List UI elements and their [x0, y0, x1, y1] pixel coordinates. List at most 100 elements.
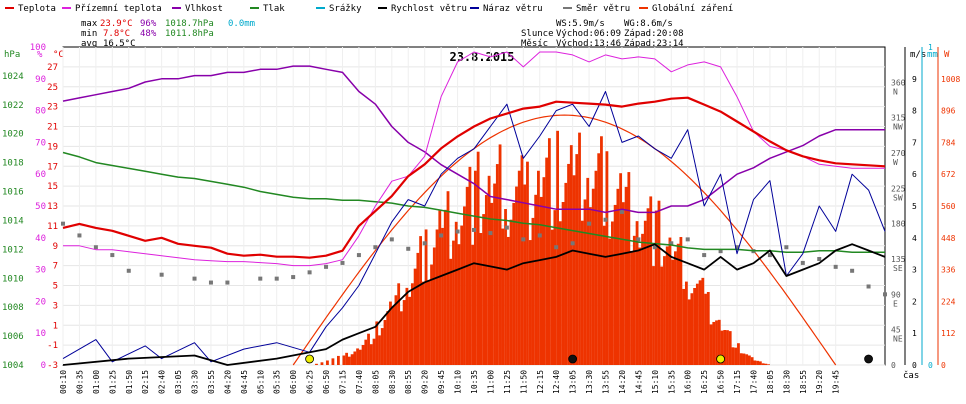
radiation-bar — [586, 177, 590, 365]
radiation-bar — [463, 206, 466, 365]
wind-dir-dot — [225, 280, 230, 285]
radiation-bar — [706, 292, 710, 365]
radiation-bar — [350, 354, 354, 365]
wind-dir-dot — [472, 227, 476, 232]
radiation-unit: W — [944, 50, 950, 60]
wind-dir-tick: 315 — [891, 114, 906, 123]
radiation-bar — [517, 170, 521, 365]
radiation-tick: 336 — [941, 266, 956, 275]
radiation-tick: 896 — [941, 107, 956, 116]
wind-dir-dot — [159, 272, 164, 277]
wind-dir-dot — [850, 268, 855, 273]
radiation-bar — [748, 355, 751, 365]
wind-dir-tick: 90 — [891, 290, 901, 299]
legend-item: Globální záření — [639, 4, 733, 14]
radiation-bar — [465, 186, 469, 365]
stats-block: max 23.9°C 96% 1018.7hPa 0.0mm min 7.8°C… — [81, 19, 255, 49]
radiation-bar — [679, 237, 683, 365]
sunset-marker — [716, 354, 725, 364]
sunrise-marker — [305, 354, 315, 364]
humidity-tick: 100 — [30, 43, 46, 53]
windspeed-tick: 0 — [912, 361, 917, 370]
radiation-bar — [413, 268, 417, 365]
stats-max-hum: 96% — [140, 19, 157, 29]
radiation-bar — [408, 296, 412, 365]
radiation-bar — [575, 154, 579, 365]
radiation-tick: 112 — [941, 329, 956, 338]
x-tick-label: 13:05 — [569, 370, 578, 394]
radiation-bar — [597, 153, 601, 365]
rain-tick: 1 — [928, 43, 933, 52]
humidity-line — [62, 65, 885, 214]
wind-dir-dot — [192, 276, 197, 281]
stats-min-press: 1011.8hPa — [165, 29, 214, 39]
temperature-tick: 3 — [53, 301, 58, 311]
wind-dir-dot — [767, 253, 772, 258]
radiation-bar — [419, 236, 422, 365]
radiation-bar — [397, 283, 401, 365]
x-tick-label: 16:50 — [717, 370, 726, 394]
wind-dir-dot — [61, 221, 65, 226]
wind-dir-tick: 180 — [891, 220, 906, 229]
rain-unit: mm — [927, 50, 938, 60]
x-tick-label: 02:40 — [158, 370, 167, 394]
radiation-bar — [717, 319, 721, 365]
x-tick-label: 16:00 — [684, 370, 693, 394]
wind-dir-dot — [735, 245, 740, 250]
windspeed-tick: 5 — [912, 202, 917, 211]
radiation-bar — [539, 196, 543, 365]
wind-dir-dot — [619, 209, 624, 214]
stats-avg-temp: 16.5°C — [103, 39, 136, 49]
humidity-tick: 10 — [35, 329, 46, 339]
x-tick-label: 08:05 — [371, 370, 380, 394]
temperature-unit: °C — [53, 50, 64, 60]
x-tick-label: 04:45 — [240, 370, 249, 394]
radiation-bar — [619, 173, 623, 365]
radiation-bar — [356, 348, 359, 365]
radiation-bar — [345, 352, 349, 365]
radiation-bar — [452, 240, 455, 365]
radiation-bar — [506, 236, 510, 365]
radiation-bar — [646, 208, 650, 365]
x-tick-label: 17:40 — [749, 370, 758, 394]
wind-dir-dot — [554, 245, 559, 250]
x-tick-label: 13:30 — [585, 370, 594, 394]
x-tick-label: 05:10 — [256, 370, 265, 394]
wind-dir-dot — [422, 241, 427, 246]
wind-dir-dot — [389, 237, 394, 242]
wind-dir-dot — [93, 245, 98, 250]
wind-dir-dot — [208, 280, 213, 285]
stats-avg-label: avg — [81, 39, 97, 49]
radiation-bar — [383, 320, 387, 365]
moon-label: Měsíc — [521, 39, 548, 49]
stats-min-temp: 7.8°C — [103, 29, 130, 39]
wind-dir-dot — [504, 225, 509, 230]
legend-label: Tlak — [263, 4, 285, 14]
x-tick-label: 05:35 — [273, 370, 282, 394]
legend-item: Náraz větru — [470, 4, 543, 14]
legend-label: Globální záření — [652, 4, 733, 14]
wind-dir-label: NW — [893, 123, 903, 132]
radiation-bar — [495, 164, 499, 365]
radiation-bar — [583, 199, 587, 365]
radiation-bar — [553, 210, 557, 365]
radiation-bar — [690, 293, 694, 365]
legend-label: Směr větru — [576, 4, 630, 14]
radiation-bar — [578, 132, 581, 365]
radiation-bar — [638, 247, 642, 365]
wind-dir-dot — [652, 245, 657, 250]
radiation-bar — [630, 251, 633, 365]
radiation-bar — [742, 353, 746, 365]
wind-dir-dot — [883, 292, 887, 297]
stats-max-label: max — [81, 19, 98, 29]
radiation-bar — [605, 151, 609, 365]
x-tick-label: 11:50 — [519, 370, 528, 394]
moon-set: Západ:23:14 — [624, 39, 684, 49]
radiation-bar — [676, 243, 680, 365]
x-tick-label: 12:40 — [552, 370, 561, 394]
radiation-bar — [315, 363, 318, 365]
radiation-bar — [372, 338, 376, 365]
radiation-bar — [756, 360, 760, 365]
pressure-tick: 1016 — [2, 188, 24, 198]
x-tick-label: 03:30 — [191, 370, 200, 394]
